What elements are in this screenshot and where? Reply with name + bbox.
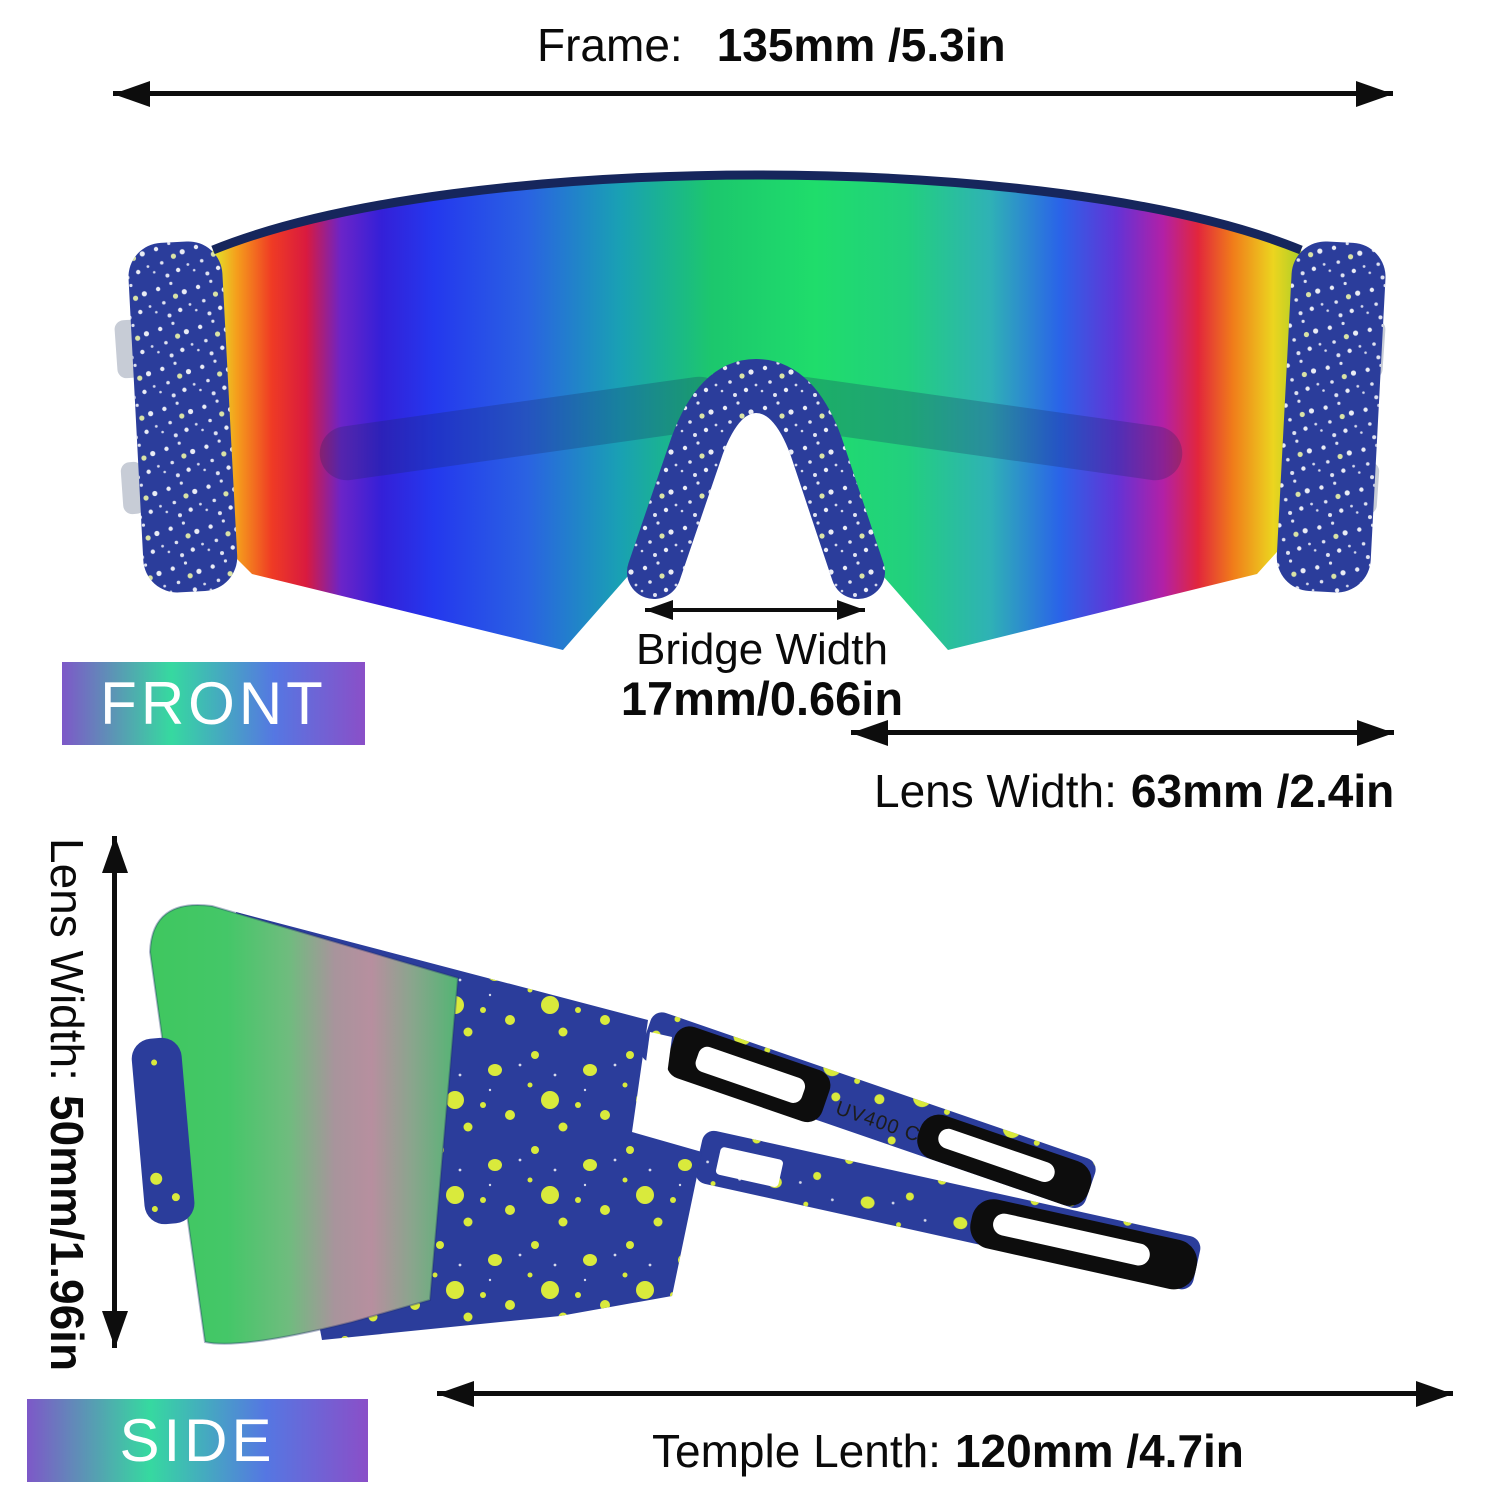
frame-width-arrow — [113, 91, 1393, 96]
temple-length-value: 120mm /4.7in — [954, 1425, 1244, 1477]
front-left-endpiece — [128, 241, 238, 593]
front-nose-bridge — [627, 358, 885, 599]
lens-width-arrow — [851, 730, 1394, 735]
bridge-width-label: Bridge Width 17mm/0.66in — [562, 626, 962, 724]
bridge-width-value: 17mm/0.66in — [620, 671, 904, 725]
lens-height-label: Lens Width: 50mm/1.96in — [40, 838, 94, 1371]
side-view-banner-text: SIDE — [119, 1407, 276, 1474]
front-top-rim — [211, 170, 1303, 255]
side-nose-pad — [131, 1037, 195, 1225]
frame-width-label: Frame: 135mm /5.3in — [537, 18, 1006, 72]
lens-width-label-text: Lens Width: — [874, 765, 1117, 817]
front-lens — [179, 175, 1337, 650]
front-right-endpiece — [1276, 241, 1386, 593]
side-lower-temple-vent — [715, 1147, 783, 1187]
bridge-width-arrow — [645, 608, 865, 612]
temple-length-label: Temple Lenth: 120mm /4.7in — [652, 1424, 1244, 1478]
lens-height-label-text: Lens Width: — [41, 838, 93, 1081]
side-view-banner: SIDE — [27, 1399, 368, 1482]
frame-width-label-text: Frame: — [537, 19, 683, 71]
front-view-glasses — [114, 170, 1386, 650]
temple-length-arrow — [437, 1391, 1453, 1396]
frame-width-value: 135mm /5.3in — [716, 19, 1006, 71]
temple-length-label-text: Temple Lenth: — [652, 1425, 941, 1477]
lens-height-value: 50mm/1.96in — [41, 1094, 93, 1372]
front-view-banner: FRONT — [62, 662, 365, 745]
front-view-banner-text: FRONT — [100, 670, 327, 737]
side-upper-temple: UV400 CAT.3 — [640, 1012, 1096, 1209]
side-view-glasses: UV400 CAT.3 — [131, 904, 1201, 1345]
bridge-width-label-text: Bridge Width — [636, 625, 888, 674]
side-lens — [148, 904, 460, 1345]
lens-width-label: Lens Width: 63mm /2.4in — [874, 764, 1394, 818]
lens-width-value: 63mm /2.4in — [1130, 765, 1395, 817]
side-lower-temple — [695, 1130, 1201, 1290]
front-lens-inner-reflections — [319, 376, 1183, 481]
lens-height-arrow — [112, 836, 117, 1348]
side-hinge-gap — [638, 1032, 672, 1128]
